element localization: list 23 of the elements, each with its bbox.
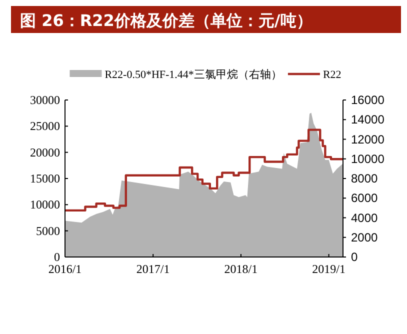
y2-tick-label: 2000 [351,230,378,244]
y-tick-label: 5000 [36,224,60,238]
y2-tick-label: 10000 [351,152,385,166]
x-tick-label: 2016/1 [48,262,82,276]
y-tick-label: 30000 [30,93,60,107]
legend-label: R22 [322,69,342,81]
x-tick-label: 2018/1 [224,262,258,276]
y2-tick-label: 14000 [351,112,385,127]
legend-label: R22-0.50*HF-1.44*三氯甲烷（右轴） [104,68,282,81]
y-tick-label: 10000 [30,198,60,212]
y2-tick-label: 0 [351,250,358,264]
y2-tick-label: 6000 [351,191,378,206]
chart-title: 图 26：R22价格及价差（单位：元/吨） [20,11,312,30]
y2-tick-label: 12000 [351,132,385,146]
x-tick-label: 2017/1 [136,262,170,276]
y-tick-label: 0 [54,250,60,264]
y-tick-label: 20000 [30,145,60,160]
x-tick-label: 2019/1 [312,262,346,276]
y2-tick-label: 16000 [351,93,385,107]
y-tick-label: 15000 [30,172,60,186]
y-tick-label: 25000 [30,119,60,134]
y2-tick-label: 4000 [351,210,378,225]
y2-tick-label: 8000 [351,172,378,186]
